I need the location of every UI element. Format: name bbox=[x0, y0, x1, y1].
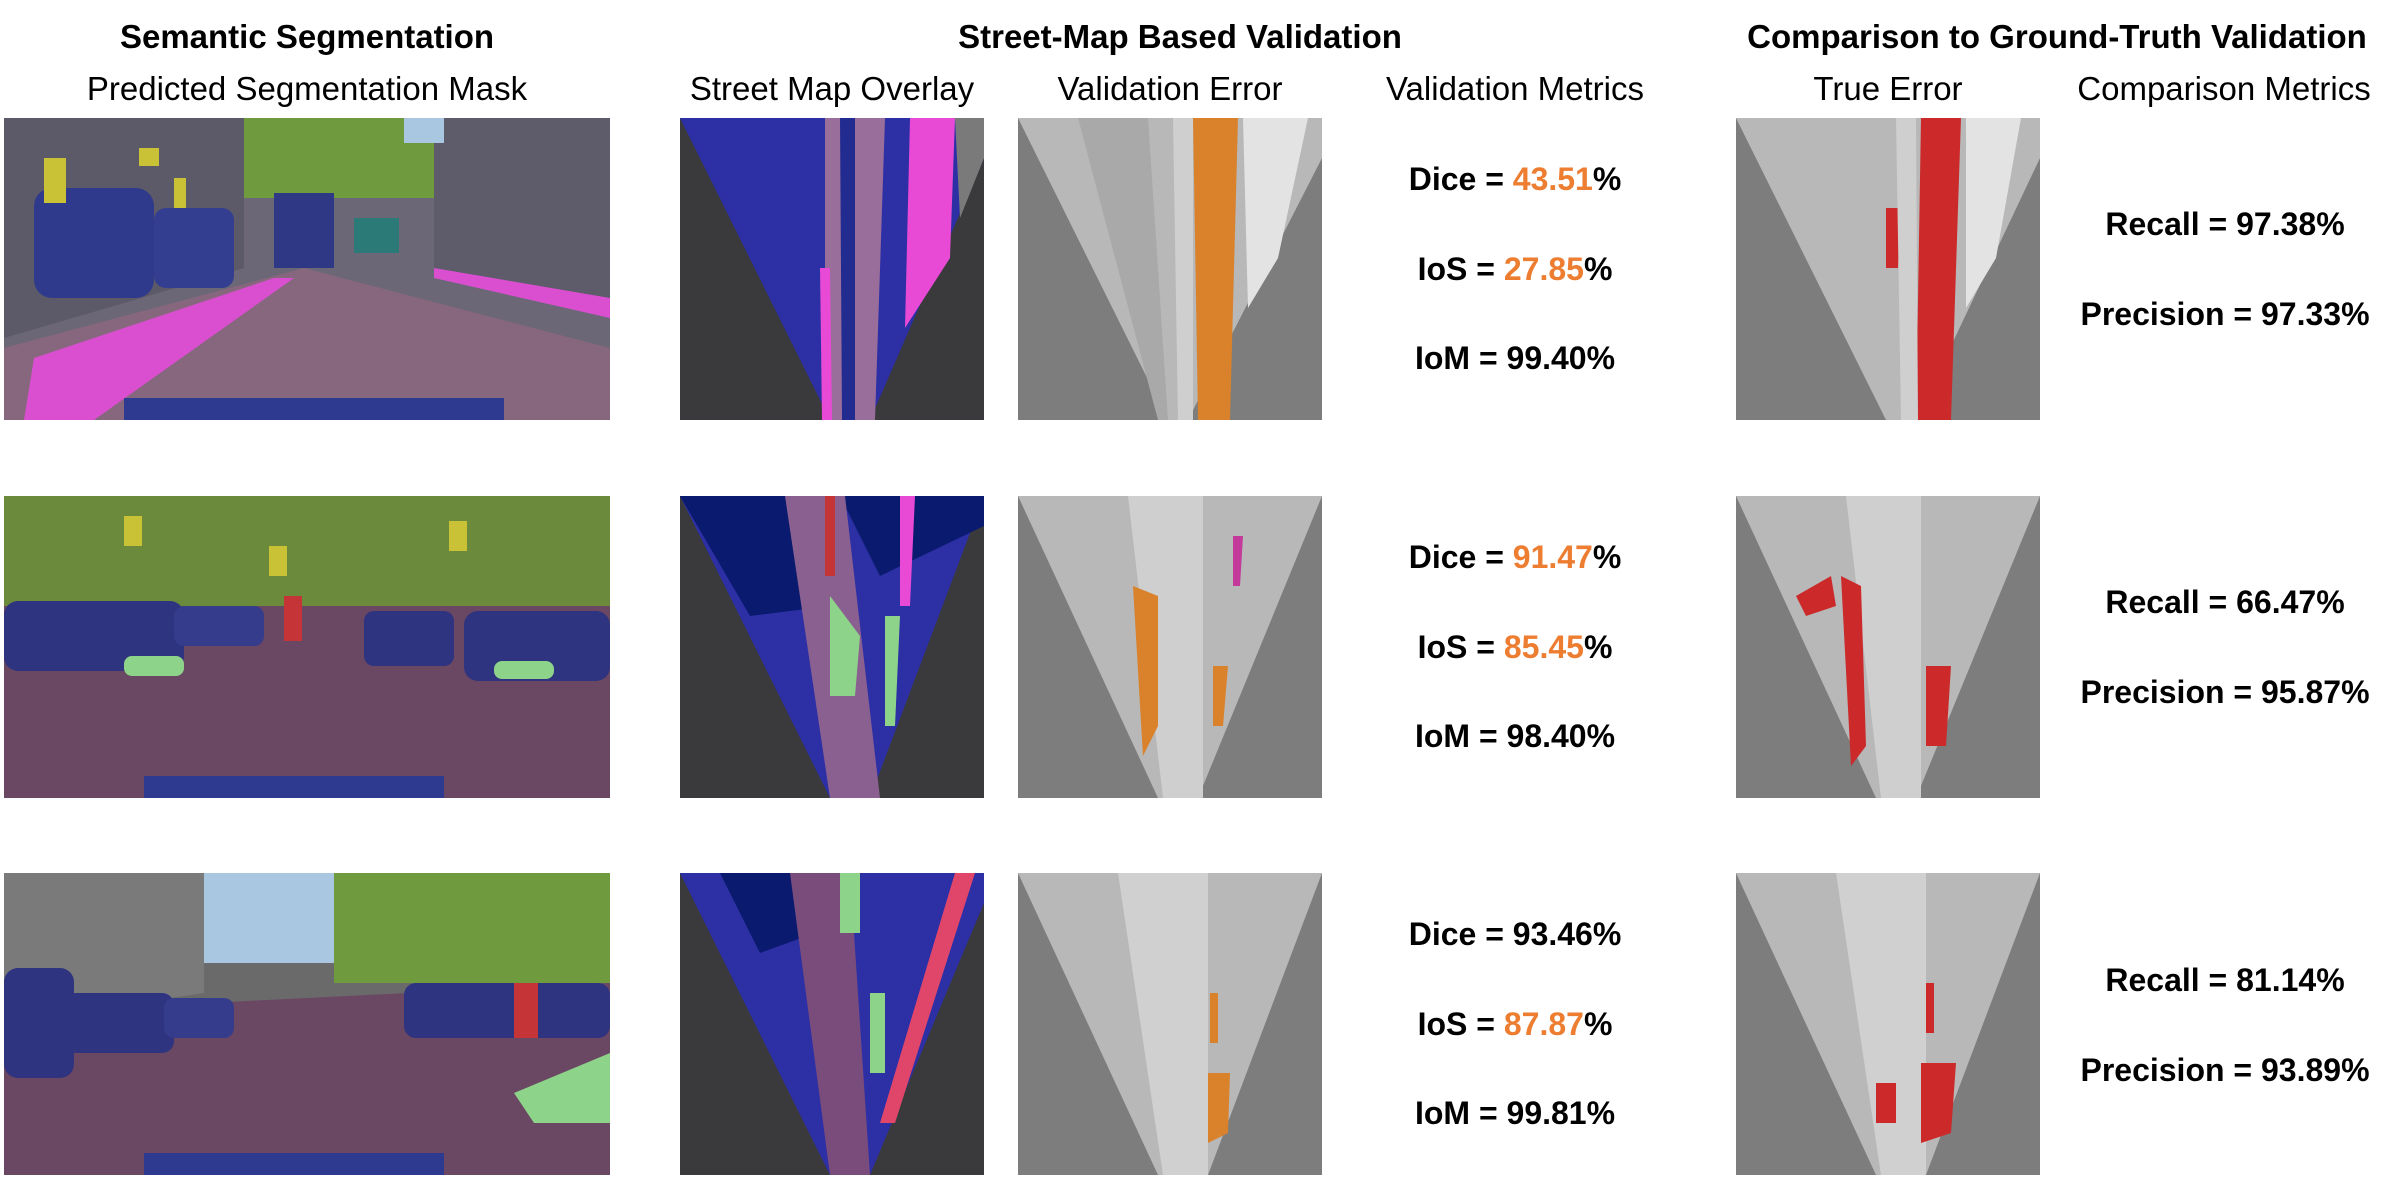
street-map-overlay-column-title: Street Map Overlay bbox=[689, 70, 975, 107]
street-map-validation-header: Street-Map Based Validation bbox=[958, 18, 1402, 55]
precision-metric-1: Precision = 97.33% bbox=[2080, 296, 2370, 332]
validation-error-image-1 bbox=[1018, 118, 1322, 420]
validation-metrics-column-title: Validation Metrics bbox=[1386, 70, 1644, 107]
segmentation-image-1 bbox=[4, 118, 610, 420]
validation-error-image-2 bbox=[1018, 496, 1322, 798]
iom-metric-2: IoM = 98.40% bbox=[1414, 718, 1616, 754]
recall-metric-1: Recall = 97.38% bbox=[2105, 206, 2345, 242]
iom-metric-3: IoM = 99.81% bbox=[1414, 1095, 1616, 1131]
dice-metric-3: Dice = 93.46% bbox=[1408, 916, 1622, 952]
true-error-image-1 bbox=[1736, 118, 2040, 420]
true-error-image-3 bbox=[1736, 873, 2040, 1175]
segmentation-image-2 bbox=[4, 496, 610, 798]
street-map-overlay-image-1 bbox=[680, 118, 984, 420]
ios-metric-1: IoS = 27.85% bbox=[1417, 251, 1613, 287]
predicted-mask-column-title: Predicted Segmentation Mask bbox=[86, 70, 528, 107]
segmentation-image-3 bbox=[4, 873, 610, 1175]
semantic-segmentation-header: Semantic Segmentation bbox=[119, 18, 495, 55]
recall-metric-3: Recall = 81.14% bbox=[2105, 962, 2345, 998]
dice-metric-2: Dice = 91.47% bbox=[1408, 539, 1622, 575]
street-map-overlay-image-2 bbox=[680, 496, 984, 798]
true-error-image-2 bbox=[1736, 496, 2040, 798]
precision-metric-2: Precision = 95.87% bbox=[2080, 674, 2370, 710]
validation-error-image-3 bbox=[1018, 873, 1322, 1175]
dice-metric-1: Dice = 43.51% bbox=[1408, 161, 1622, 197]
recall-metric-2: Recall = 66.47% bbox=[2105, 584, 2345, 620]
ios-metric-3: IoS = 87.87% bbox=[1417, 1006, 1613, 1042]
precision-metric-3: Precision = 93.89% bbox=[2080, 1052, 2370, 1088]
street-map-overlay-image-3 bbox=[680, 873, 984, 1175]
iom-metric-1: IoM = 99.40% bbox=[1414, 340, 1616, 376]
ground-truth-comparison-header: Comparison to Ground-Truth Validation bbox=[1747, 18, 2367, 55]
true-error-column-title: True Error bbox=[1813, 70, 1963, 107]
validation-error-column-title: Validation Error bbox=[1057, 70, 1283, 107]
comparison-metrics-column-title: Comparison Metrics bbox=[2077, 70, 2371, 107]
ios-metric-2: IoS = 85.45% bbox=[1417, 629, 1613, 665]
